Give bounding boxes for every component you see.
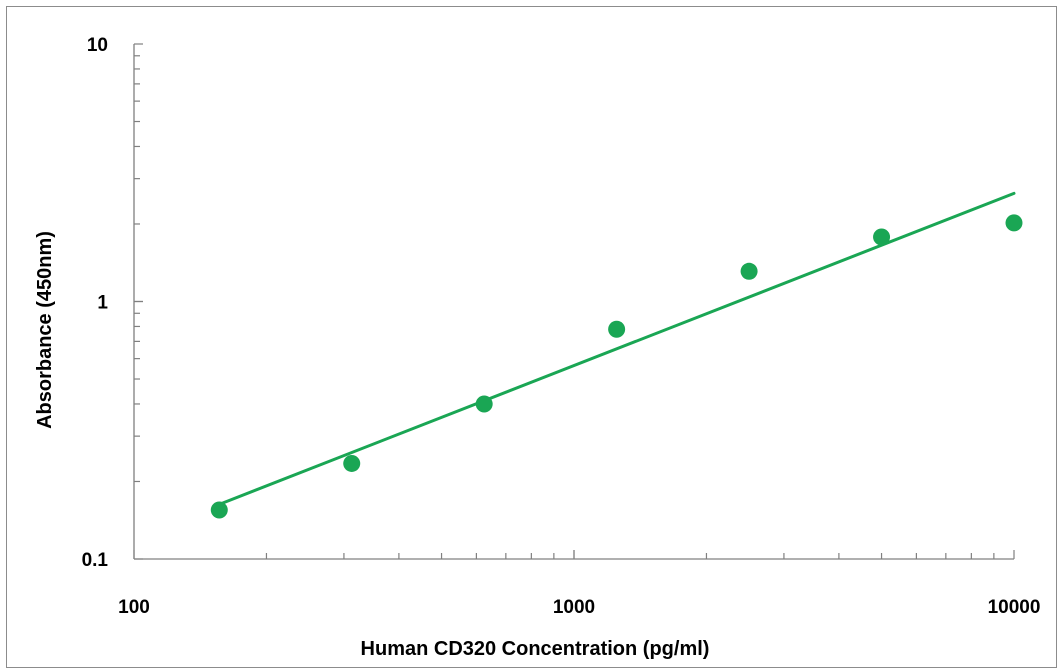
x-axis-title: Human CD320 Concentration (pg/ml) [361,638,710,660]
y-tick-label: 10 [87,35,108,56]
tick-labels: 100 1000 10000 0.1 1 10 [82,35,1041,618]
data-point [475,395,493,413]
axes [133,44,1014,560]
x-tick-label: 10000 [988,597,1041,618]
data-points [210,214,1023,519]
x-tick-label: 1000 [553,597,595,618]
y-tick-label: 1 [97,293,108,314]
tick-marks [133,43,1015,560]
data-point [1005,214,1023,232]
data-point [210,501,228,519]
fit-line-group [217,191,1016,506]
data-point [740,262,758,280]
y-axis-title: Absorbance (450nm) [34,231,56,429]
data-point [608,320,626,338]
x-tick-label: 100 [118,597,150,618]
fit-line [217,191,1016,506]
data-point [873,228,891,246]
data-point [343,454,361,472]
y-tick-label: 0.1 [82,550,109,571]
